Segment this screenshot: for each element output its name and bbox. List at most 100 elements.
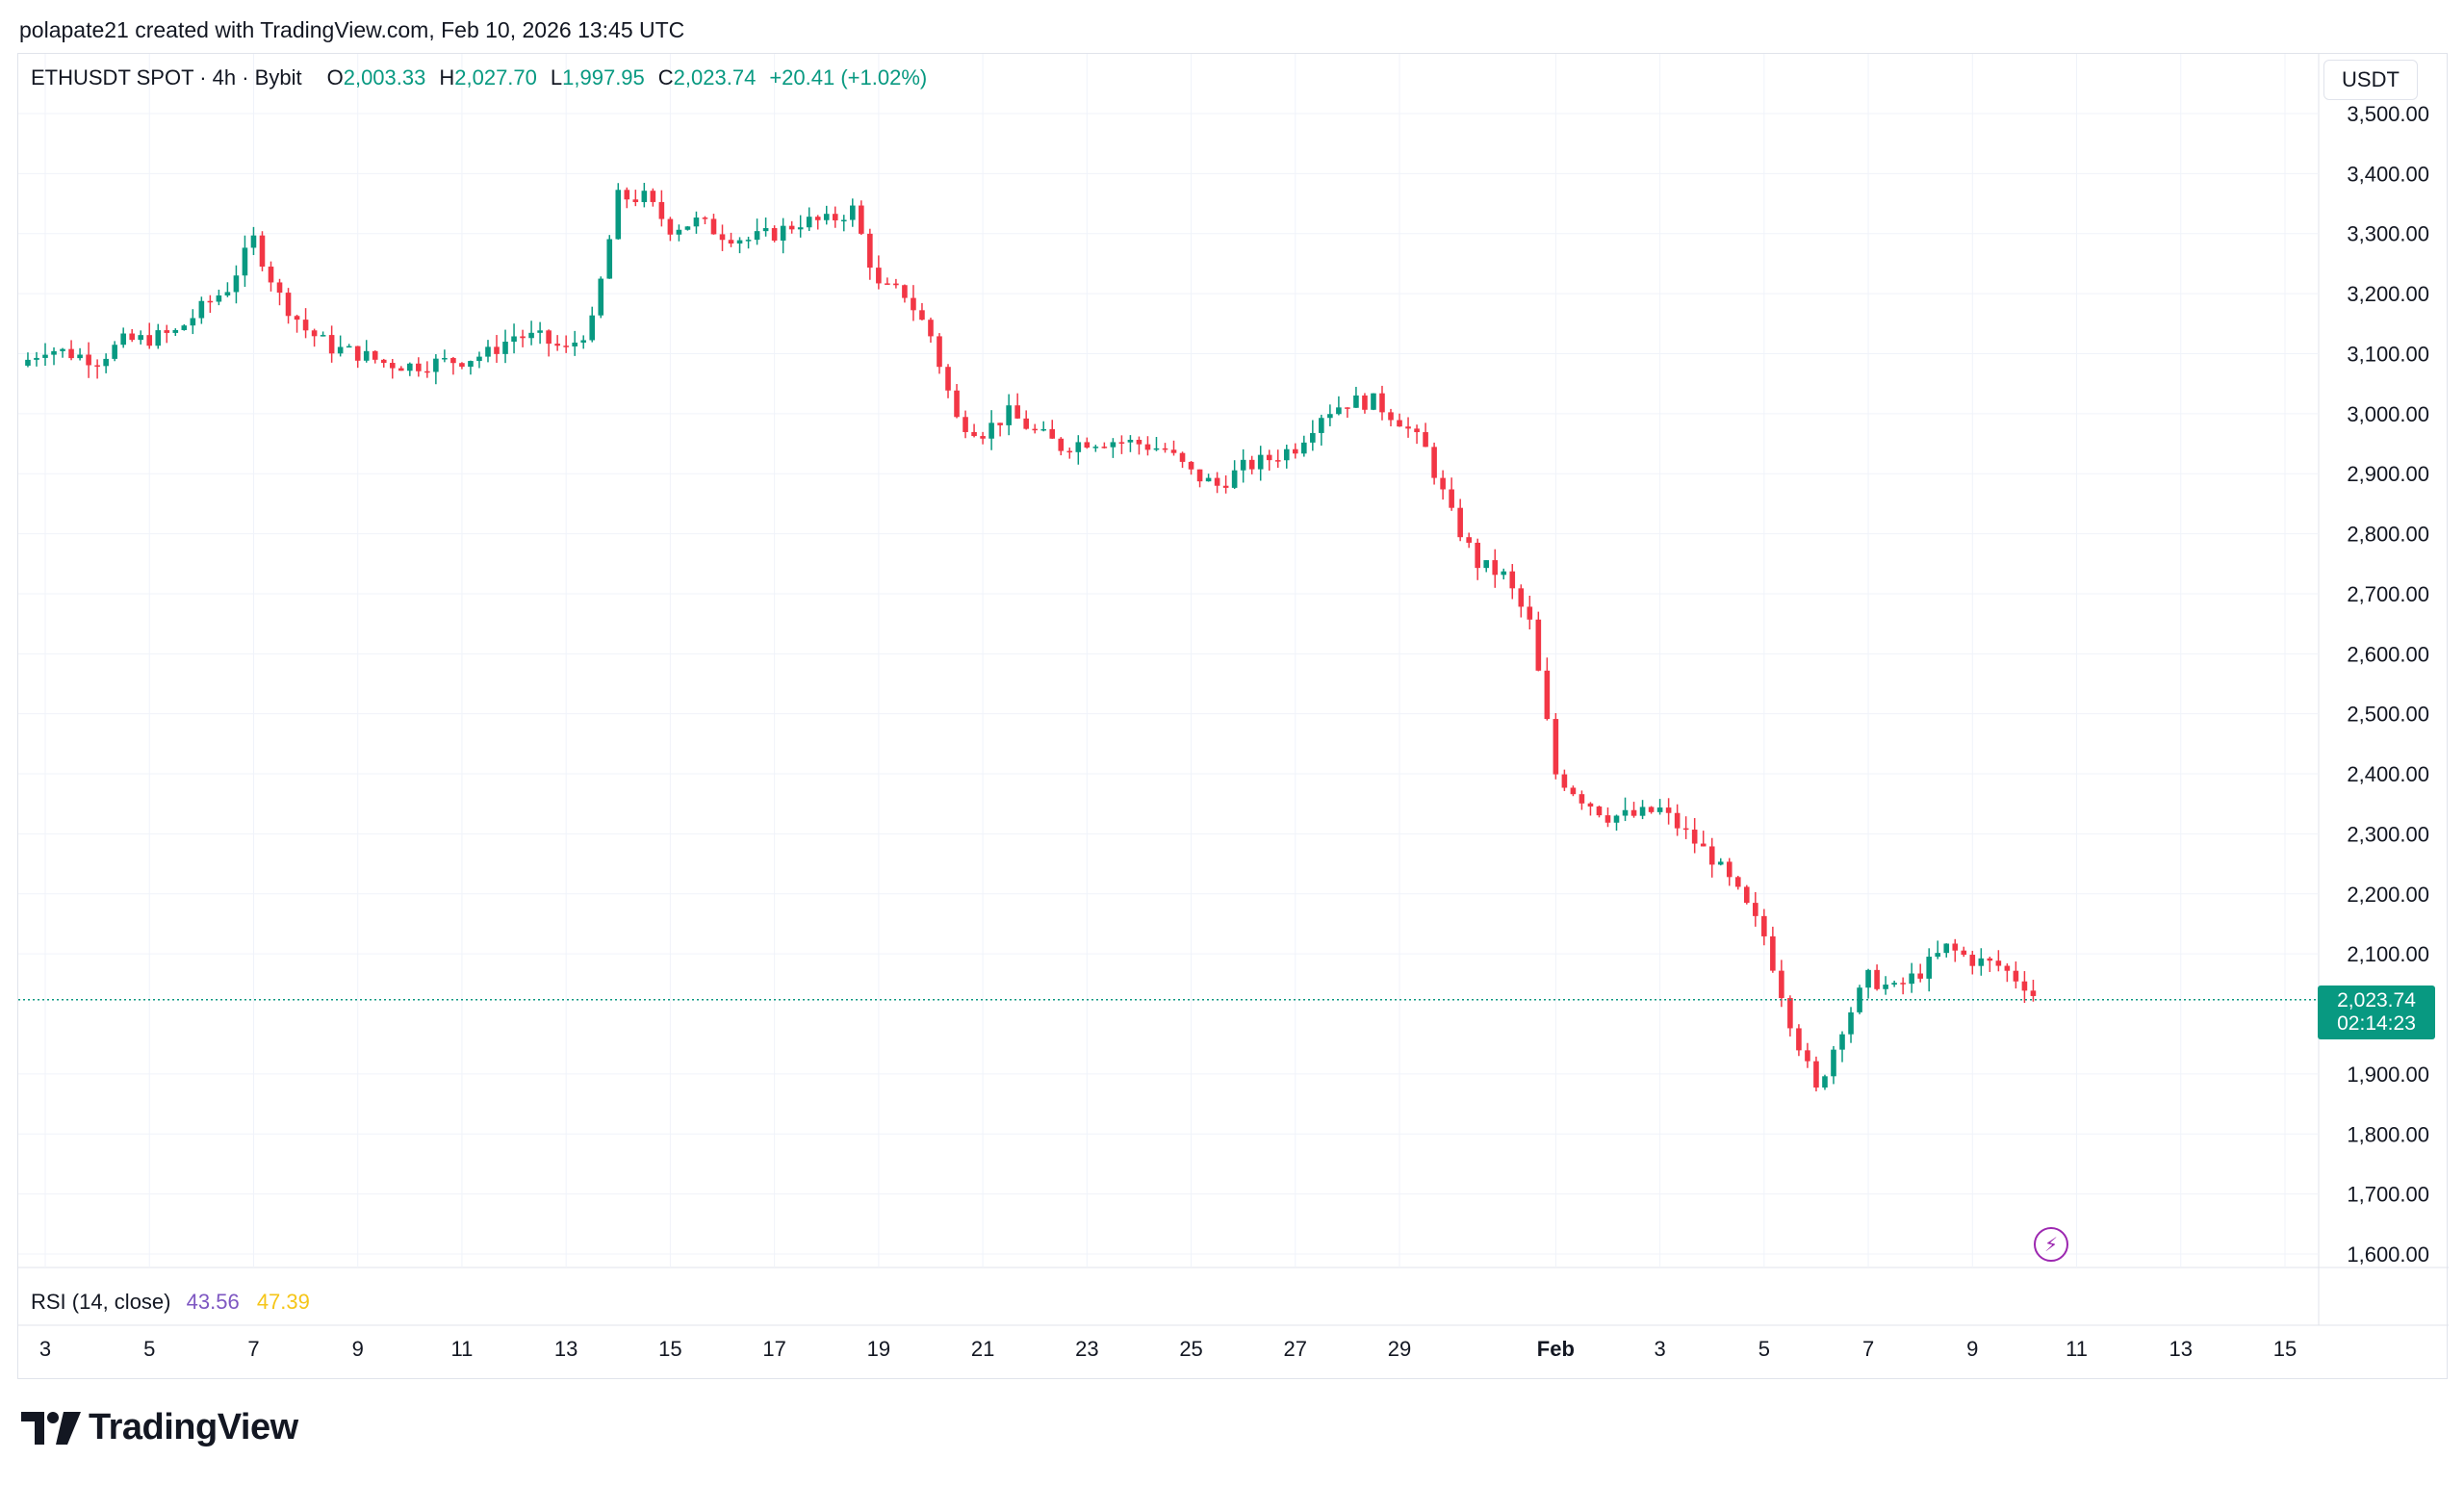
candle-body <box>710 218 717 235</box>
candle-body <box>1700 843 1707 847</box>
candle-body <box>919 310 925 320</box>
candle-body <box>1604 815 1611 823</box>
candle-body <box>1665 807 1672 813</box>
candle-body <box>1362 395 1368 410</box>
candle-body <box>1995 960 2002 966</box>
candle-body <box>1570 787 1577 795</box>
currency-button[interactable]: USDT <box>2323 60 2418 100</box>
price-chart[interactable]: 3 5 7 9 11 13 15 17 19 21 23 25 27 29 Feb 3 5 7 9 11 13 15 3,5… <box>18 54 2449 1380</box>
candle-body <box>502 342 508 354</box>
candle-body <box>1084 442 1091 448</box>
candle-body <box>641 191 648 202</box>
y-tick-label: 2,900.00 <box>2347 462 2429 486</box>
y-tick-label: 2,600.00 <box>2347 642 2429 666</box>
symbol-label[interactable]: ETHUSDT SPOT · 4h · Bybit <box>31 65 302 90</box>
candle-body <box>1553 719 1559 775</box>
candle-body <box>468 361 474 367</box>
candle-body <box>1240 459 1246 471</box>
chart-frame: 3 5 7 9 11 13 15 17 19 21 23 25 27 29 Feb 3 5 7 9 11 13 15 3,5… <box>17 53 2449 1380</box>
candle-body <box>1805 1050 1810 1062</box>
candle-body <box>876 268 882 284</box>
candle-body <box>311 330 318 337</box>
candle-body <box>1136 439 1142 445</box>
candle-body <box>632 199 639 202</box>
y-tick-label: 2,500.00 <box>2347 703 2429 727</box>
candle-body <box>459 363 465 367</box>
candle-body <box>762 228 769 232</box>
candle-body <box>433 358 439 372</box>
x-tick-label: 13 <box>554 1337 578 1361</box>
open-label: O <box>326 65 344 90</box>
candle-body <box>1935 953 1941 958</box>
candle-body <box>1032 428 1039 431</box>
candle-body <box>1092 447 1099 448</box>
candle-body <box>945 367 951 391</box>
candle-body <box>580 340 586 343</box>
candle-body <box>354 346 361 361</box>
x-tick-label: 11 <box>2066 1337 2088 1361</box>
candle-body <box>1414 428 1420 433</box>
candle-body <box>1744 886 1750 904</box>
candle-body <box>1405 426 1411 429</box>
candle-body <box>511 336 517 343</box>
candle-body <box>1734 877 1741 887</box>
x-tick-label: 21 <box>971 1337 994 1361</box>
rsi-label[interactable]: RSI (14, close) <box>31 1290 171 1314</box>
candle-body <box>902 285 908 298</box>
candle-body <box>1717 861 1724 865</box>
brand-name: TradingView <box>89 1407 298 1447</box>
candle-body <box>1327 414 1333 419</box>
lightning-bolt-icon[interactable]: ⚡︎ <box>2034 1227 2068 1262</box>
candle-body <box>867 233 873 269</box>
candle-body <box>86 354 91 366</box>
candle-body <box>1353 395 1359 408</box>
y-tick-label: 1,600.00 <box>2347 1242 2429 1267</box>
candle-body <box>1978 958 1985 966</box>
candle-body <box>1952 943 1959 951</box>
candle-body <box>554 344 560 346</box>
candle-body <box>1874 969 1880 989</box>
candle-body <box>980 436 986 439</box>
candle-body <box>589 315 596 341</box>
candle-body <box>1170 449 1177 453</box>
candle-body <box>598 278 604 316</box>
candle-body <box>1691 830 1698 844</box>
tradingview-brand[interactable]: TradingView <box>21 1407 298 1448</box>
candle-body <box>164 330 170 333</box>
candle-body <box>702 218 708 219</box>
candle-body <box>242 247 248 276</box>
candle-body <box>2021 981 2028 991</box>
candle-body <box>797 227 804 230</box>
candle-body <box>1388 412 1394 421</box>
candle-body <box>259 235 266 268</box>
x-tick-label: 5 <box>143 1337 155 1361</box>
candle-body <box>1274 460 1281 462</box>
candle-body <box>442 358 448 360</box>
candle-body <box>112 345 117 359</box>
candle-body <box>546 330 552 345</box>
candle-body <box>372 350 378 360</box>
candle-body <box>1466 537 1472 543</box>
candle-body <box>1943 943 1950 954</box>
x-tick-label: 15 <box>2273 1337 2297 1361</box>
y-tick-label: 3,300.00 <box>2347 222 2429 246</box>
y-tick-label: 1,800.00 <box>2347 1122 2429 1146</box>
candle-body <box>51 350 57 355</box>
candle-body <box>328 335 335 354</box>
candle-body <box>1639 807 1646 816</box>
y-tick-label: 3,500.00 <box>2347 102 2429 126</box>
candle-body <box>1822 1076 1828 1088</box>
candle-body <box>1535 619 1542 671</box>
candle-body <box>1283 448 1290 461</box>
candle-body <box>320 335 326 337</box>
candle-body <box>1066 450 1073 453</box>
x-tick-label: 17 <box>762 1337 785 1361</box>
candle-body <box>537 330 543 333</box>
candle-body <box>1779 970 1784 999</box>
symbol-legend: ETHUSDT SPOT · 4h · Bybit O 2,003.33 H 2… <box>31 65 927 90</box>
candle-body <box>667 218 674 235</box>
candle-body <box>198 300 205 319</box>
y-tick-label: 2,400.00 <box>2347 762 2429 786</box>
candle-body <box>1440 477 1446 490</box>
candle-body <box>1527 606 1533 620</box>
